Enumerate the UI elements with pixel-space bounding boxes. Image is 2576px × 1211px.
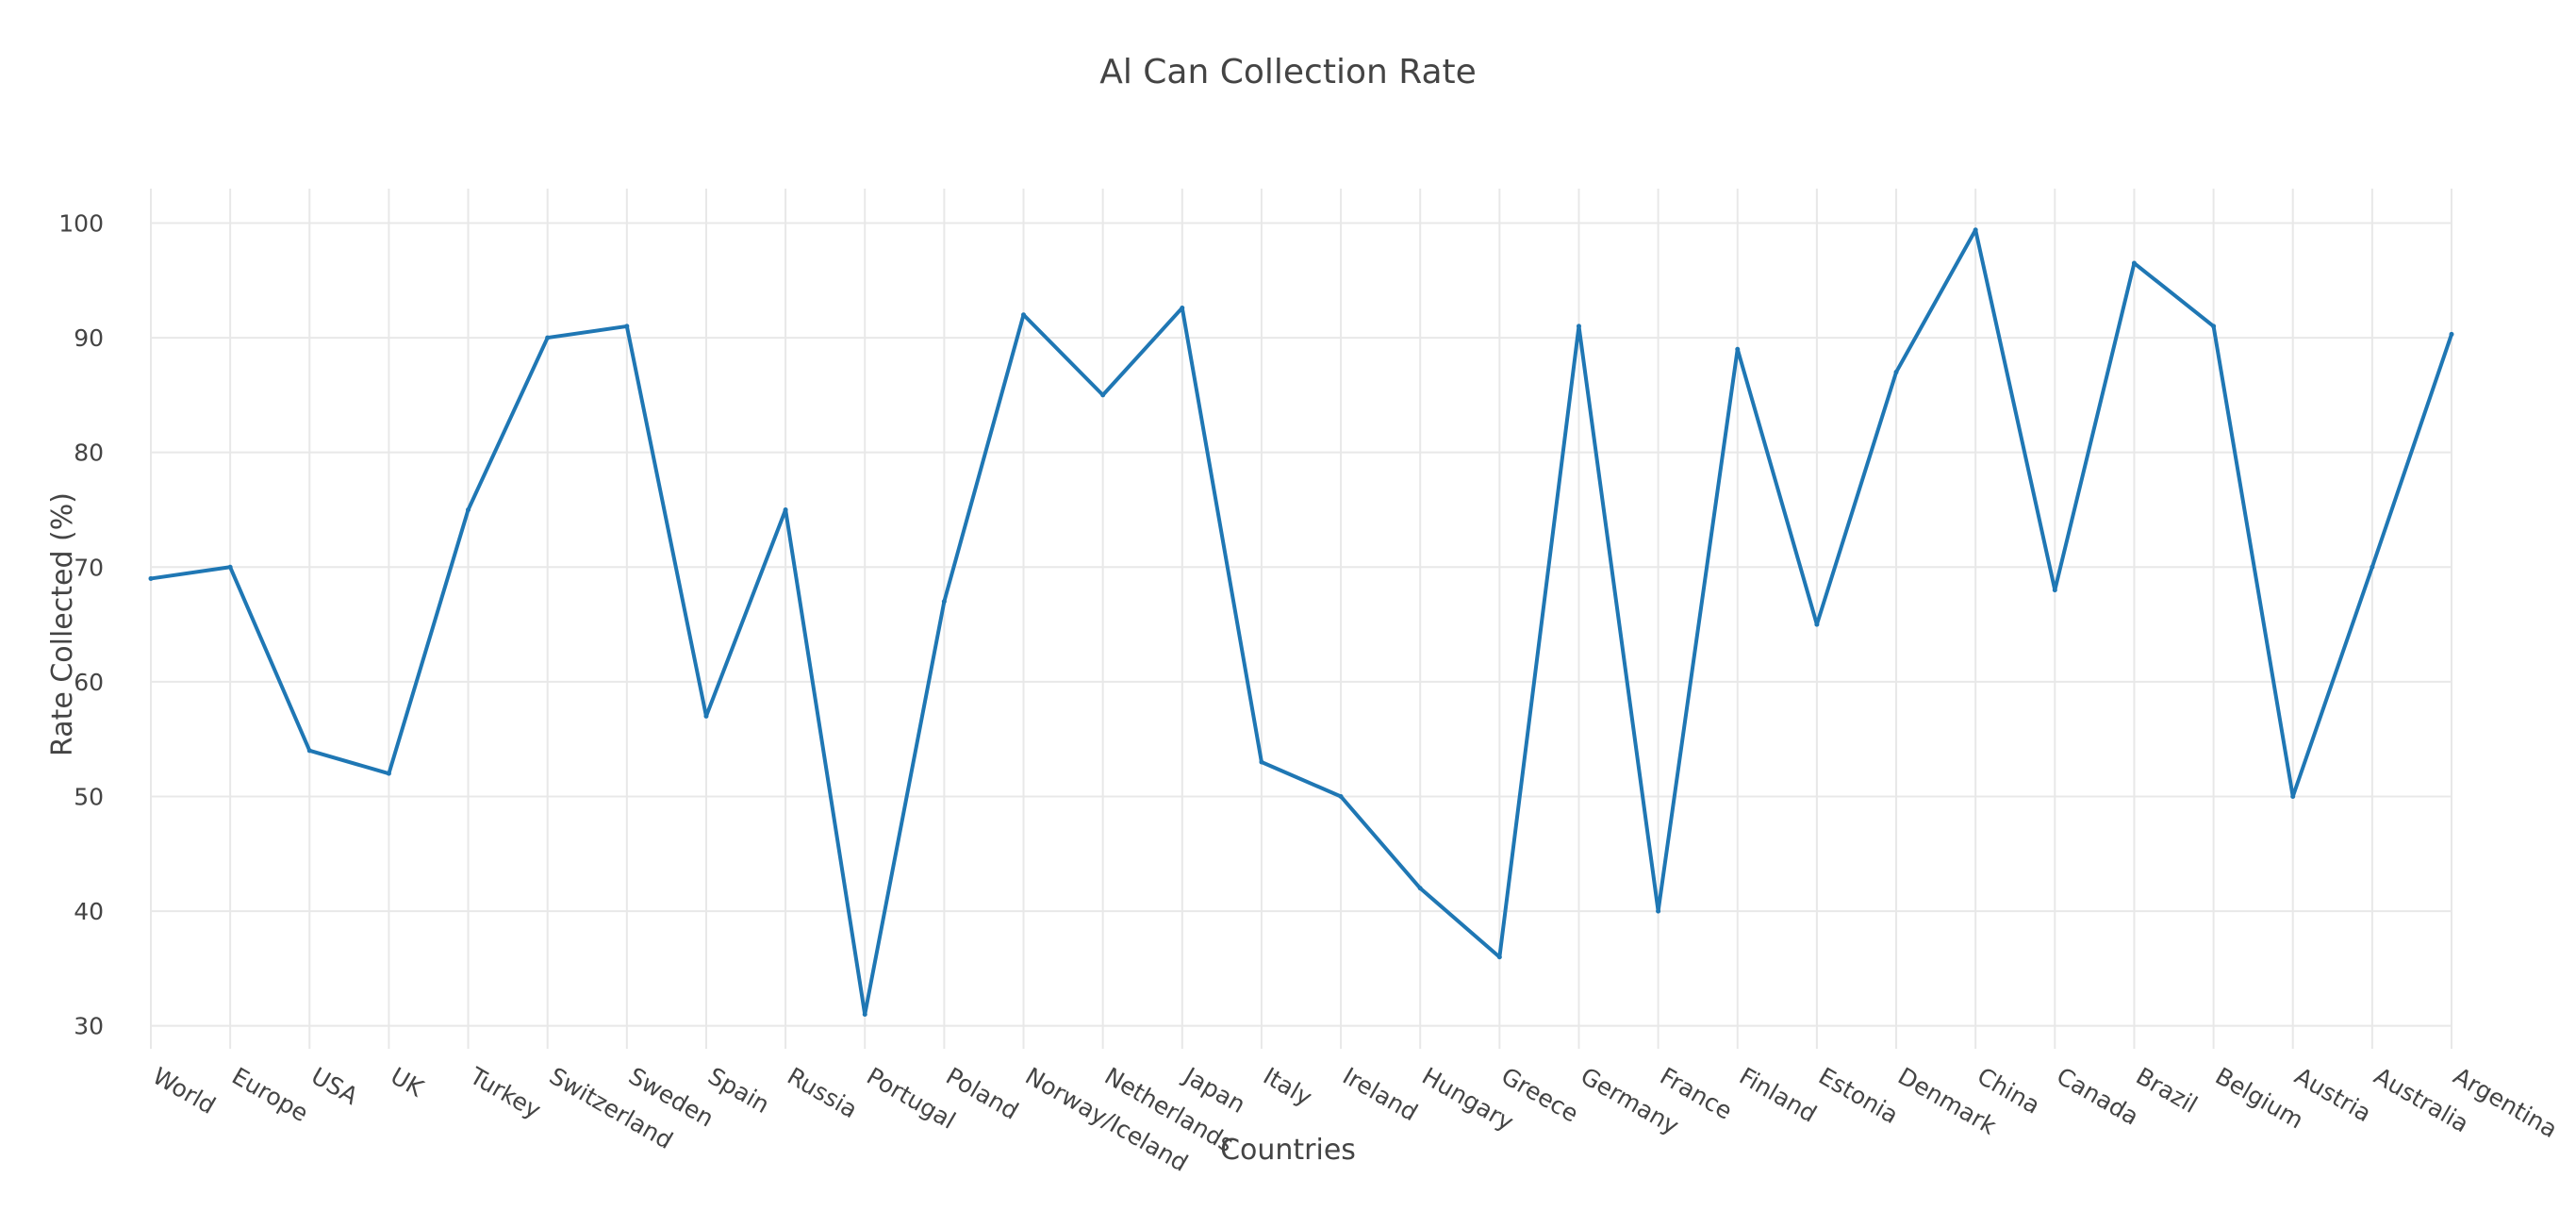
data-point: [1735, 346, 1741, 352]
data-point: [862, 1012, 867, 1018]
data-point: [2131, 260, 2137, 266]
x-tick-label: Russia: [783, 1062, 862, 1123]
data-point: [1180, 305, 1185, 310]
x-tick-label: Argentina: [2449, 1062, 2562, 1143]
y-tick-label: 100: [58, 209, 104, 237]
x-tick-label: Europe: [227, 1062, 313, 1127]
x-tick-label: Turkey: [465, 1062, 546, 1124]
data-point: [1417, 886, 1423, 891]
data-point: [1656, 908, 1661, 914]
data-point: [2290, 793, 2296, 799]
y-axis-title: Rate Collected (%): [46, 492, 79, 756]
series-layer: [148, 227, 2454, 1018]
x-tick-label: Ireland: [1338, 1062, 1422, 1126]
data-point: [1259, 759, 1264, 765]
x-tick-label: Canada: [2052, 1062, 2143, 1131]
data-point: [306, 748, 312, 754]
x-tick-label: Finland: [1735, 1062, 1822, 1128]
x-tick-label: Portugal: [862, 1062, 960, 1135]
y-tick-label: 50: [74, 783, 104, 810]
x-tick-label: UK: [386, 1062, 428, 1103]
data-point: [1576, 323, 1581, 329]
x-axis-title: Countries: [1220, 1134, 1356, 1167]
y-tick-label: 30: [74, 1013, 104, 1040]
data-point: [1021, 312, 1027, 318]
y-tick-labels: 30 40 50 60 70 80 90 100: [58, 209, 104, 1039]
x-tick-label: Brazil: [2131, 1062, 2202, 1119]
x-tick-label: USA: [306, 1062, 362, 1110]
data-point: [941, 599, 947, 605]
data-point: [2370, 564, 2375, 570]
y-tick-label: 90: [74, 324, 104, 352]
data-point: [783, 506, 788, 512]
y-tick-label: 60: [74, 669, 104, 696]
data-point: [2052, 588, 2057, 593]
data-point: [386, 771, 391, 776]
y-tick-label: 40: [74, 898, 104, 925]
data-point: [2449, 331, 2454, 337]
data-point: [1814, 622, 1820, 627]
data-point: [1973, 227, 1978, 233]
grid-layer: [150, 189, 2452, 1049]
y-tick-label: 80: [74, 440, 104, 467]
data-point: [1100, 392, 1106, 398]
data-point: [624, 323, 630, 329]
y-tick-label: 70: [74, 554, 104, 581]
data-point: [227, 564, 233, 570]
data-point: [1893, 370, 1899, 375]
x-tick-label: Belgium: [2211, 1062, 2308, 1134]
x-tick-label: World: [148, 1062, 221, 1120]
x-tick-label: Estonia: [1814, 1062, 1903, 1129]
series-line: [150, 227, 2453, 1017]
data-point: [545, 335, 551, 340]
data-point: [466, 506, 471, 512]
chart-title: Al Can Collection Rate: [1099, 53, 1477, 91]
x-tick-label: Italy: [1259, 1062, 1317, 1111]
data-point: [703, 713, 709, 719]
data-point: [1338, 793, 1344, 799]
data-point: [1496, 954, 1502, 960]
data-point: [2211, 323, 2217, 329]
data-point: [148, 575, 154, 581]
